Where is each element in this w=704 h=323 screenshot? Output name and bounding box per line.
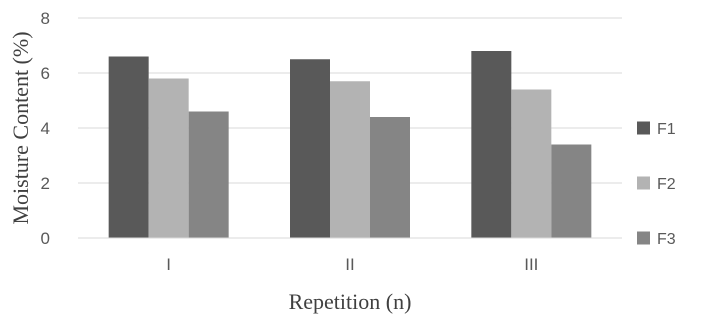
bar-F1-I: [108, 56, 149, 238]
bar-F1-III: [471, 51, 512, 238]
legend-label-F2: F2: [657, 176, 676, 193]
bar-F1-II: [290, 59, 330, 238]
x-tick-label-II: II: [345, 255, 354, 274]
y-tick-label-6: 6: [41, 64, 50, 83]
x-axis-title: Repetition (n): [289, 289, 412, 314]
bar-F3-III: [551, 144, 592, 238]
legend-label-F1: F1: [657, 121, 676, 138]
bar-F2-III: [511, 89, 552, 238]
bar-F2-II: [330, 81, 370, 238]
legend-swatch-F1: [637, 121, 650, 135]
legend-label-F3: F3: [657, 231, 676, 248]
legend-swatch-F2: [637, 176, 650, 190]
bars: [108, 51, 592, 238]
bar-F3-I: [188, 111, 229, 238]
y-tick-label-0: 0: [41, 229, 50, 248]
bar-F3-II: [370, 117, 410, 238]
y-tick-label-4: 4: [41, 119, 50, 138]
bar-F2-I: [148, 78, 189, 238]
x-axis-tick-labels: I II III: [166, 255, 538, 274]
x-tick-label-III: III: [524, 255, 538, 274]
legend-swatch-F3: [637, 231, 650, 245]
y-axis-title: Moisture Content (%): [8, 31, 33, 224]
y-axis-tick-labels: 0 2 4 6 8: [41, 9, 50, 248]
y-tick-label-2: 2: [41, 174, 50, 193]
y-tick-label-8: 8: [41, 9, 50, 28]
x-tick-label-I: I: [166, 255, 171, 274]
legend: F1 F2 F3: [637, 121, 676, 248]
